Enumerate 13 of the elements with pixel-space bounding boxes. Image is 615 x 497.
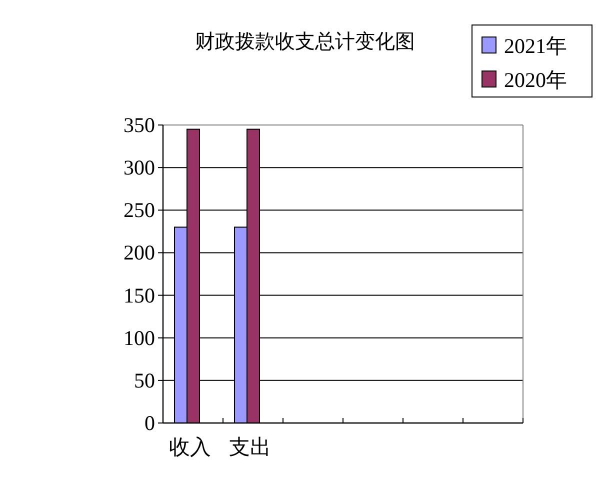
legend-label: 2020年: [504, 68, 567, 92]
x-tick-label: 支出: [229, 435, 271, 459]
chart-title: 财政拨款收支总计变化图: [195, 31, 415, 53]
y-tick-label: 350: [124, 113, 155, 137]
y-tick-label: 50: [134, 368, 155, 392]
y-tick-label: 100: [124, 326, 155, 350]
y-tick-label: 250: [124, 198, 155, 222]
y-tick-label: 0: [144, 411, 155, 435]
y-tick-label: 150: [124, 283, 155, 308]
y-tick-label: 300: [124, 156, 155, 180]
legend-label: 2021年: [504, 34, 567, 58]
y-tick-label: 200: [124, 240, 155, 265]
x-tick-label: 收入: [169, 435, 211, 459]
